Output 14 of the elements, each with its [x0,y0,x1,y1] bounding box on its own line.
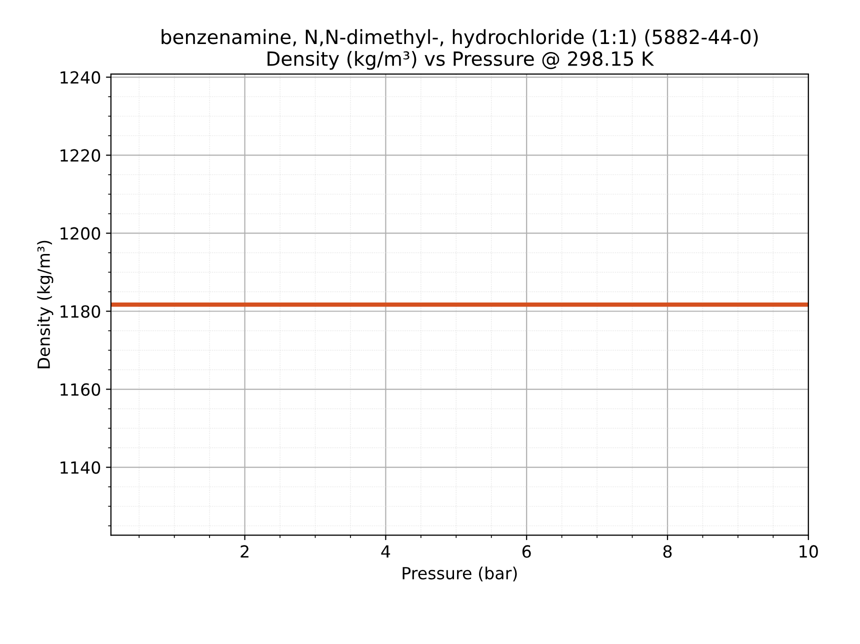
y-tick-label: 1140 [60,461,100,474]
x-tick-label: 10 [800,545,818,558]
x-tick-label: 2 [240,545,248,558]
y-tick-label: 1220 [60,149,100,162]
x-tick-label: 4 [381,545,390,558]
chart-title: benzenamine, N,N-dimethyl-, hydrochloride (1:1) (5882-44-0) Density (kg/m³) vs Pressure @ 298.15 K [162,29,758,70]
y-axis-title: Density (kg/m³) [37,240,54,368]
y-tick-label: 1240 [60,71,100,84]
x-tick-label: 6 [522,545,531,558]
x-tick-label: 8 [663,545,672,558]
y-tick-label: 1200 [60,227,100,240]
x-axis-title: Pressure (bar) [402,566,517,582]
y-tick-label: 1160 [60,383,100,396]
y-tick-label: 1180 [60,305,100,318]
